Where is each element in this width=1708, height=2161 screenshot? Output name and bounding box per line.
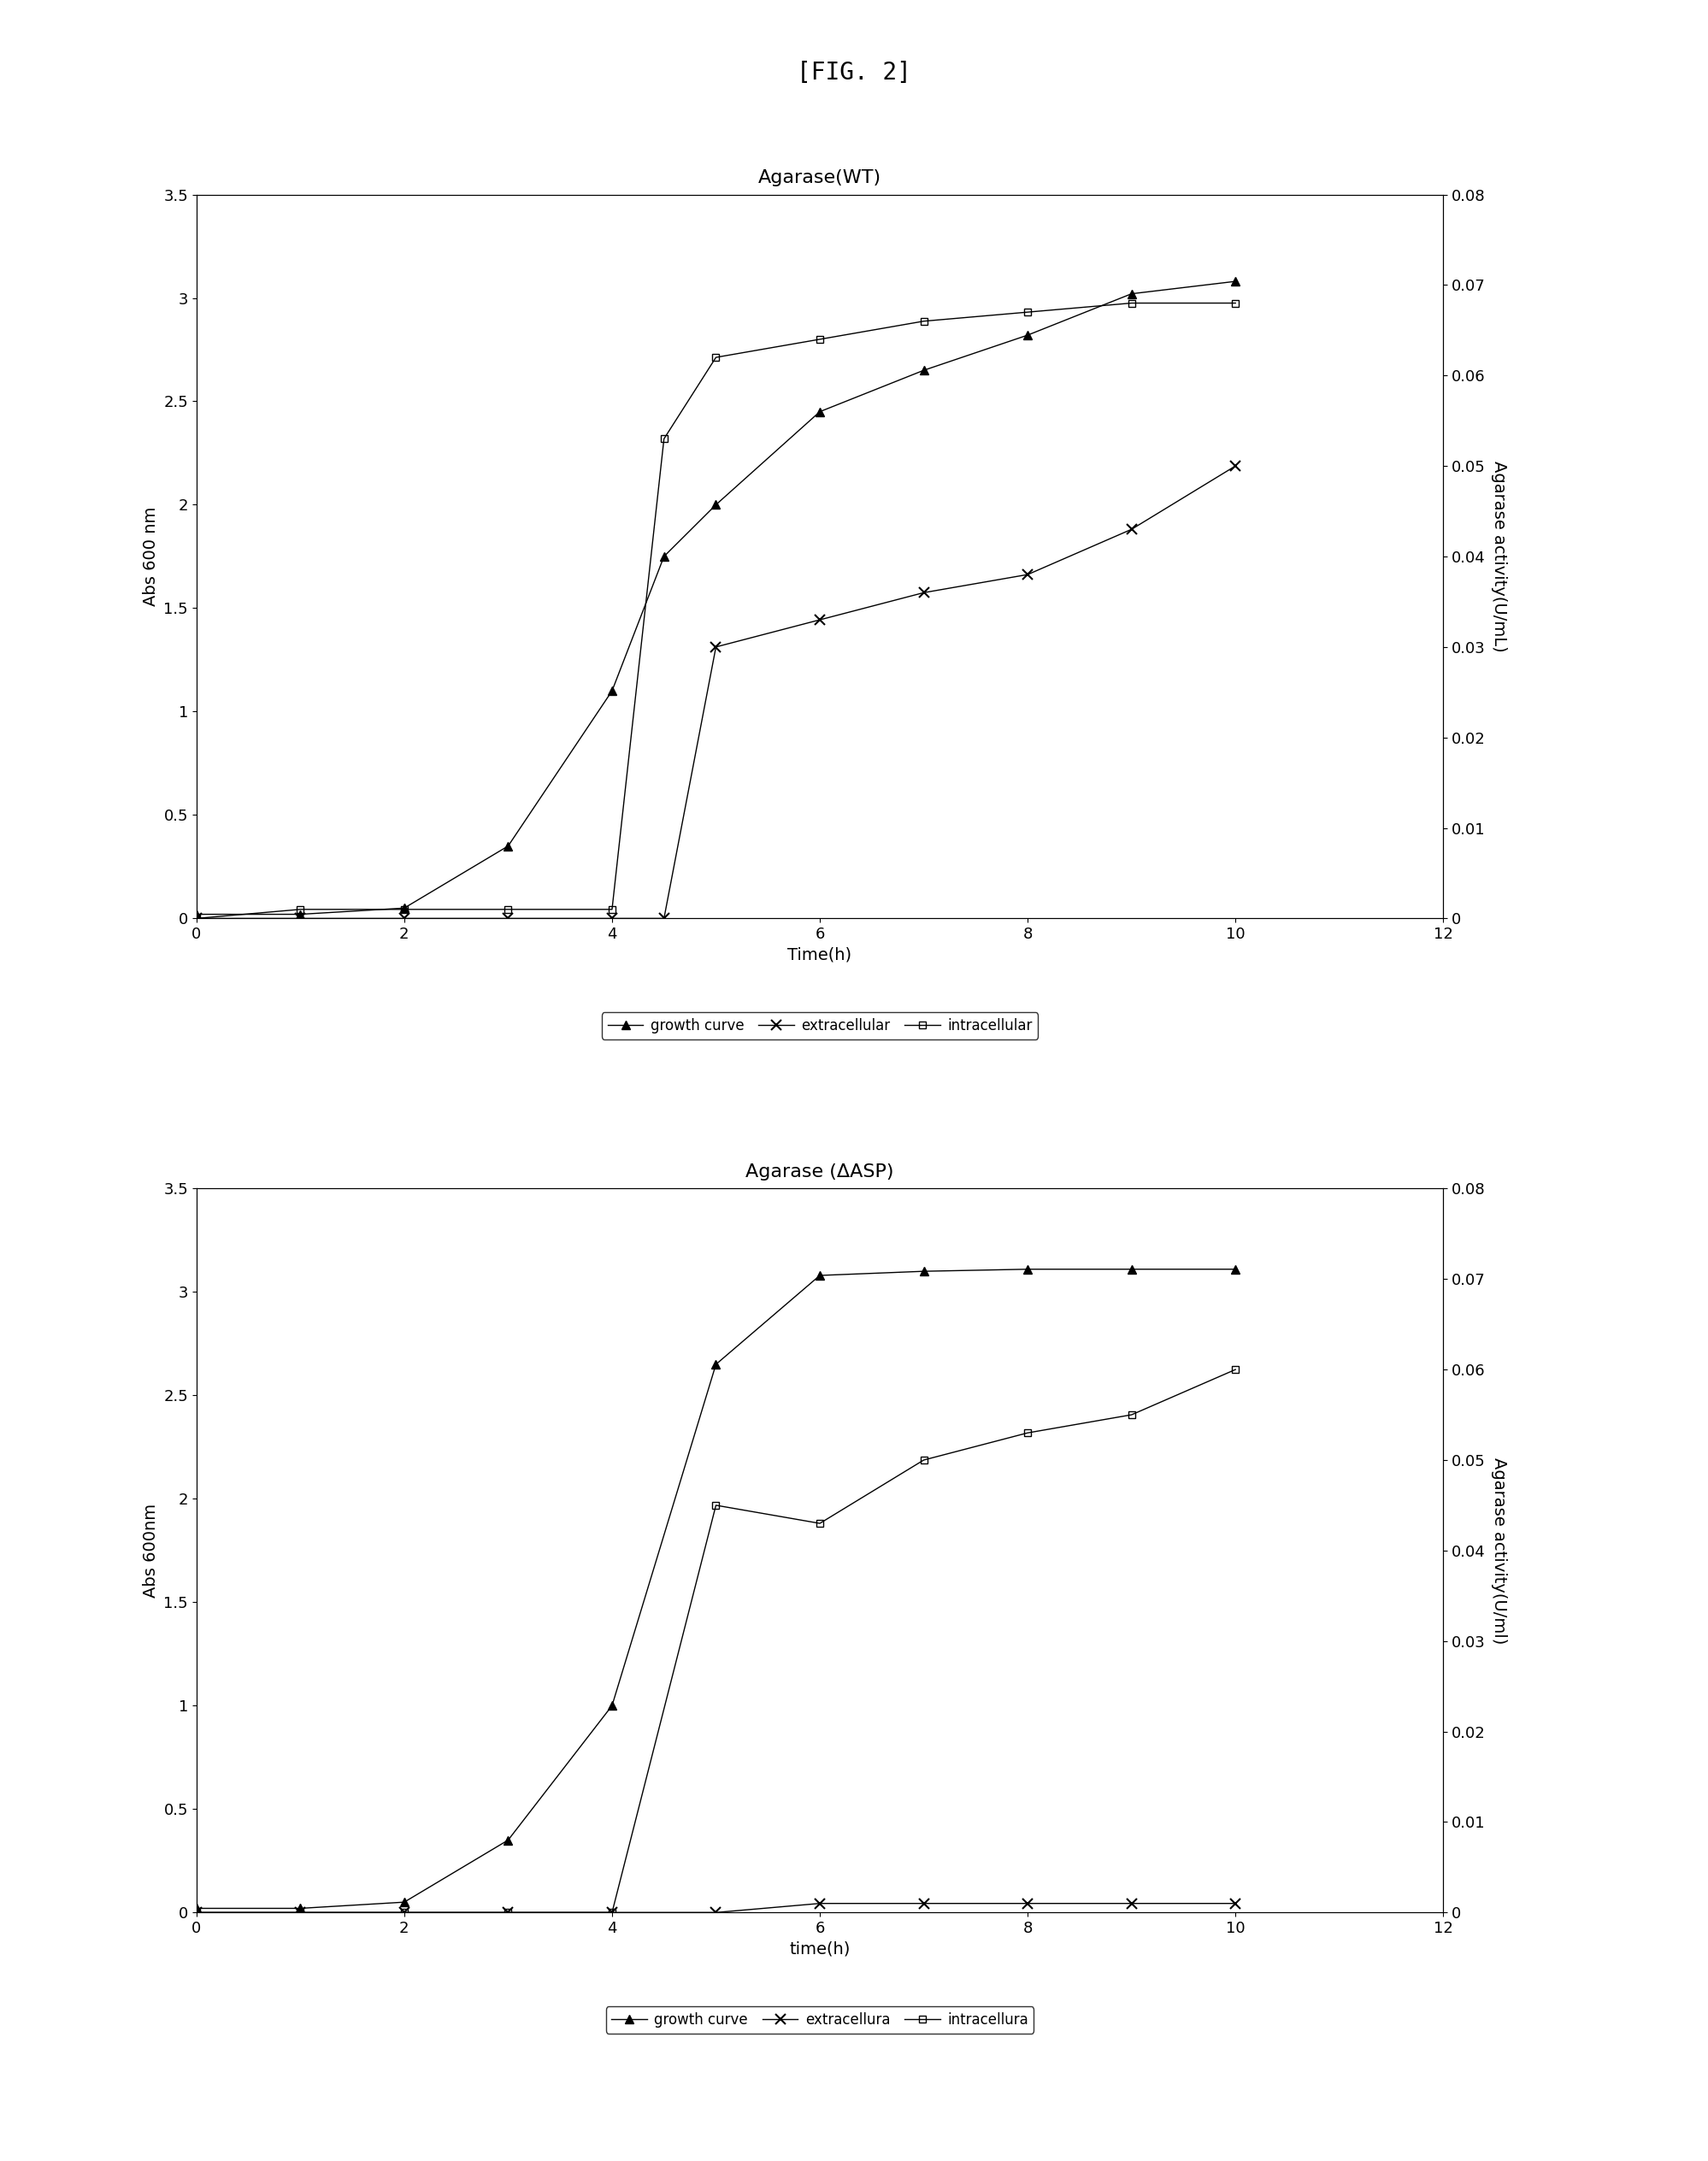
extracellular (1225, 454, 1245, 480)
extracellular (705, 633, 726, 659)
growth curve (601, 1692, 622, 1718)
growth curve (1225, 1256, 1245, 1281)
intracellular (601, 897, 622, 923)
growth curve (1018, 322, 1038, 348)
Y-axis label: Agarase activity(U/ml): Agarase activity(U/ml) (1491, 1457, 1506, 1645)
Legend: growth curve, extracellular, intracellular: growth curve, extracellular, intracellul… (601, 1011, 1038, 1039)
intracellura (1018, 1420, 1038, 1446)
intracellular (1225, 290, 1245, 316)
extracellura (914, 1891, 934, 1917)
intracellular (290, 897, 311, 923)
growth curve (914, 357, 934, 382)
intracellura (914, 1448, 934, 1474)
growth curve (395, 1889, 415, 1915)
extracellular (1018, 562, 1038, 588)
intracellura (810, 1511, 830, 1536)
growth curve (395, 895, 415, 921)
extracellura (290, 1900, 311, 1925)
extracellular (601, 905, 622, 931)
Title: Agarase(WT): Agarase(WT) (758, 169, 881, 186)
Line: intracellular: intracellular (193, 300, 1238, 923)
growth curve (1120, 1256, 1141, 1281)
intracellura (395, 1900, 415, 1925)
Y-axis label: Abs 600nm: Abs 600nm (142, 1504, 159, 1597)
extracellular (914, 579, 934, 605)
intracellular (395, 897, 415, 923)
Line: extracellular: extracellular (191, 460, 1240, 923)
intracellular (654, 426, 675, 452)
growth curve (1018, 1256, 1038, 1281)
growth curve (186, 901, 207, 927)
extracellura (1225, 1891, 1245, 1917)
growth curve (654, 545, 675, 571)
X-axis label: Time(h): Time(h) (787, 947, 852, 964)
Title: Agarase (ΔASP): Agarase (ΔASP) (746, 1163, 893, 1180)
extracellura (395, 1900, 415, 1925)
intracellura (186, 1900, 207, 1925)
intracellular (1120, 290, 1141, 316)
intracellular (499, 897, 519, 923)
growth curve (705, 493, 726, 519)
extracellular (1120, 516, 1141, 542)
growth curve (601, 679, 622, 704)
Y-axis label: Agarase activity(U/mL): Agarase activity(U/mL) (1491, 460, 1506, 653)
growth curve (914, 1258, 934, 1284)
extracellura (810, 1891, 830, 1917)
Text: [FIG. 2]: [FIG. 2] (796, 61, 912, 84)
intracellular (914, 309, 934, 335)
Line: growth curve: growth curve (193, 277, 1240, 918)
extracellular (810, 607, 830, 633)
growth curve (186, 1895, 207, 1921)
intracellura (1120, 1402, 1141, 1428)
extracellura (1120, 1891, 1141, 1917)
Legend: growth curve, extracellura, intracellura: growth curve, extracellura, intracellura (606, 2005, 1033, 2034)
intracellular (186, 905, 207, 931)
intracellular (705, 344, 726, 370)
growth curve (705, 1351, 726, 1377)
extracellura (1018, 1891, 1038, 1917)
extracellura (601, 1900, 622, 1925)
intracellular (1018, 298, 1038, 324)
intracellura (705, 1493, 726, 1519)
growth curve (810, 398, 830, 424)
intracellura (290, 1900, 311, 1925)
Y-axis label: Abs 600 nm: Abs 600 nm (142, 506, 159, 607)
intracellura (1225, 1357, 1245, 1383)
extracellular (290, 905, 311, 931)
intracellular (810, 326, 830, 352)
growth curve (1225, 268, 1245, 294)
intracellura (499, 1900, 519, 1925)
growth curve (1120, 281, 1141, 307)
extracellura (186, 1900, 207, 1925)
growth curve (810, 1262, 830, 1288)
intracellura (601, 1900, 622, 1925)
Line: growth curve: growth curve (193, 1264, 1240, 1912)
growth curve (290, 901, 311, 927)
extracellular (395, 905, 415, 931)
Line: intracellura: intracellura (193, 1366, 1238, 1917)
extracellular (499, 905, 519, 931)
growth curve (499, 1828, 519, 1854)
Line: extracellura: extracellura (191, 1897, 1240, 1917)
extracellura (499, 1900, 519, 1925)
extracellular (186, 905, 207, 931)
X-axis label: time(h): time(h) (789, 1941, 851, 1958)
extracellular (654, 905, 675, 931)
extracellura (705, 1900, 726, 1925)
growth curve (499, 832, 519, 858)
growth curve (290, 1895, 311, 1921)
